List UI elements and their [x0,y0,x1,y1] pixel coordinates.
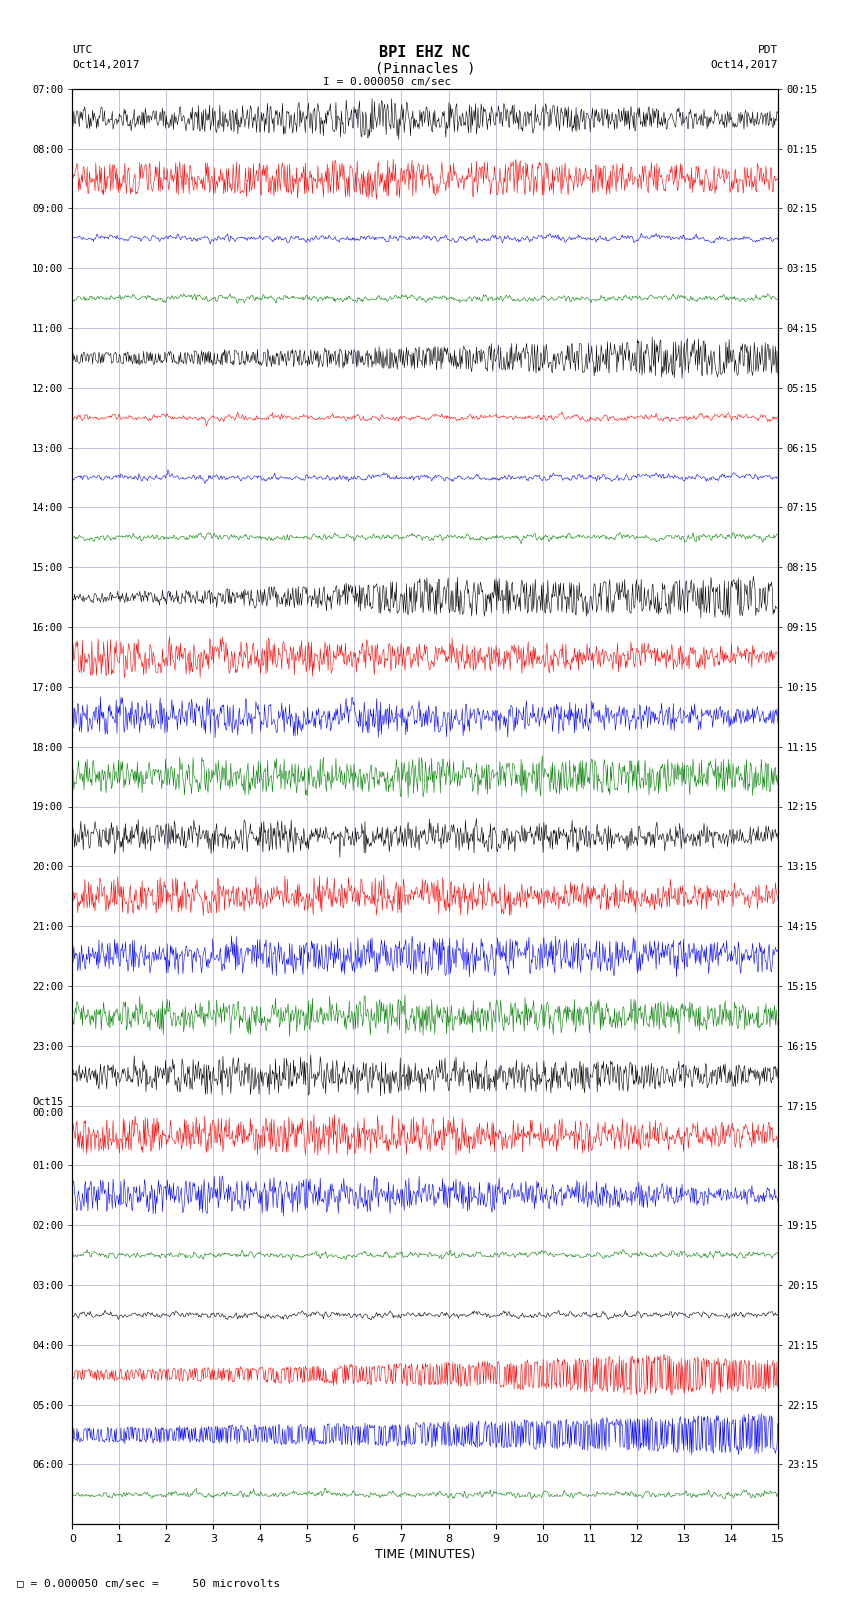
Text: UTC: UTC [72,45,93,55]
Text: □ = 0.000050 cm/sec =     50 microvolts: □ = 0.000050 cm/sec = 50 microvolts [17,1579,280,1589]
Text: Oct14,2017: Oct14,2017 [72,60,139,69]
Text: (Pinnacles ): (Pinnacles ) [375,61,475,76]
Text: Oct14,2017: Oct14,2017 [711,60,778,69]
X-axis label: TIME (MINUTES): TIME (MINUTES) [375,1548,475,1561]
Text: BPI EHZ NC: BPI EHZ NC [379,45,471,60]
Text: PDT: PDT [757,45,778,55]
Text: I = 0.000050 cm/sec: I = 0.000050 cm/sec [323,77,451,87]
